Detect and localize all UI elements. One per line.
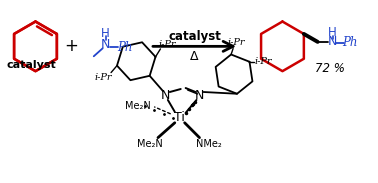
Text: N: N bbox=[101, 38, 110, 51]
Text: i-Pr: i-Pr bbox=[94, 73, 112, 82]
Text: N: N bbox=[328, 35, 337, 48]
Text: Me₂N: Me₂N bbox=[125, 101, 151, 111]
Text: N: N bbox=[195, 89, 204, 102]
Text: H: H bbox=[101, 27, 110, 40]
Text: Ph: Ph bbox=[118, 41, 133, 54]
Text: catalyst: catalyst bbox=[7, 60, 56, 70]
Text: NMe₂: NMe₂ bbox=[197, 139, 222, 149]
Text: N: N bbox=[161, 89, 170, 102]
Text: H: H bbox=[328, 27, 337, 40]
Text: Me₂N: Me₂N bbox=[137, 139, 163, 149]
Text: Ti: Ti bbox=[174, 111, 185, 124]
Text: Ph: Ph bbox=[342, 36, 358, 49]
Text: i-Pr: i-Pr bbox=[227, 38, 245, 47]
Text: i-Pr: i-Pr bbox=[159, 40, 176, 49]
Text: 72 %: 72 % bbox=[315, 62, 345, 75]
Text: i-Pr: i-Pr bbox=[254, 57, 272, 66]
Text: Δ: Δ bbox=[190, 50, 199, 63]
Text: +: + bbox=[64, 37, 78, 55]
Text: catalyst: catalyst bbox=[168, 30, 221, 43]
